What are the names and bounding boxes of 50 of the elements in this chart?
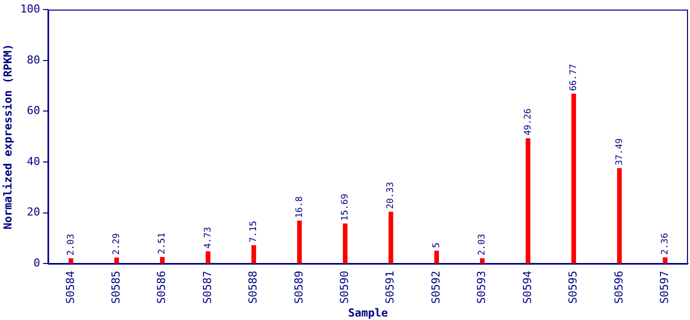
x-tick-label: S0585 [109, 270, 122, 304]
bar [297, 220, 302, 264]
y-tick-label: 20 [26, 206, 40, 219]
data-label: 66.77 [569, 64, 580, 92]
data-label: 16.8 [294, 196, 305, 218]
x-tick-label: S0591 [384, 270, 397, 304]
data-label: 37.49 [614, 138, 625, 166]
bar [617, 168, 622, 264]
data-label: 2.03 [478, 234, 488, 256]
x-tick-label: S0584 [64, 270, 77, 304]
x-tick-label: S0589 [292, 270, 306, 304]
x-tick-label: S0596 [612, 270, 626, 304]
bar [388, 212, 394, 264]
data-label: 20.33 [386, 182, 396, 210]
bar [251, 245, 256, 264]
bar [114, 258, 119, 264]
data-label: 49.26 [523, 108, 534, 136]
x-axis-title: Sample [348, 306, 388, 320]
data-label: 7.15 [249, 220, 260, 243]
y-tick-label: 100 [20, 2, 40, 16]
x-tick-label: S0593 [475, 270, 488, 304]
y-tick-label: 80 [26, 53, 40, 66]
data-label: 2.51 [158, 232, 168, 254]
y-tick-label: 40 [26, 154, 40, 168]
data-label: 4.73 [203, 226, 214, 249]
bar [662, 257, 668, 264]
bar [571, 94, 576, 264]
bar [160, 256, 165, 264]
bar [68, 258, 74, 264]
bar [480, 258, 485, 264]
x-tick-label: S0595 [566, 270, 580, 304]
data-label: 15.69 [340, 194, 351, 221]
x-tick-label: S0594 [520, 270, 534, 304]
x-tick-label: S0590 [338, 270, 352, 304]
bar [526, 138, 530, 264]
data-label: 2.03 [66, 234, 76, 256]
bar [434, 250, 439, 264]
x-tick-label: S0597 [658, 270, 672, 304]
y-tick-label: 0 [33, 256, 40, 270]
data-label: 2.29 [112, 233, 122, 255]
y-axis-title: Normalized expression (RPKM) [1, 44, 14, 230]
x-tick-label: S0586 [155, 270, 168, 304]
bar [206, 251, 210, 264]
data-label: 5 [432, 242, 442, 248]
x-tick-label: S0587 [200, 270, 214, 304]
data-label: 2.36 [660, 233, 670, 255]
x-tick-label: S0588 [246, 270, 260, 304]
y-tick-label: 60 [26, 104, 40, 118]
bar [342, 223, 348, 264]
x-tick-label: S0592 [429, 270, 442, 304]
